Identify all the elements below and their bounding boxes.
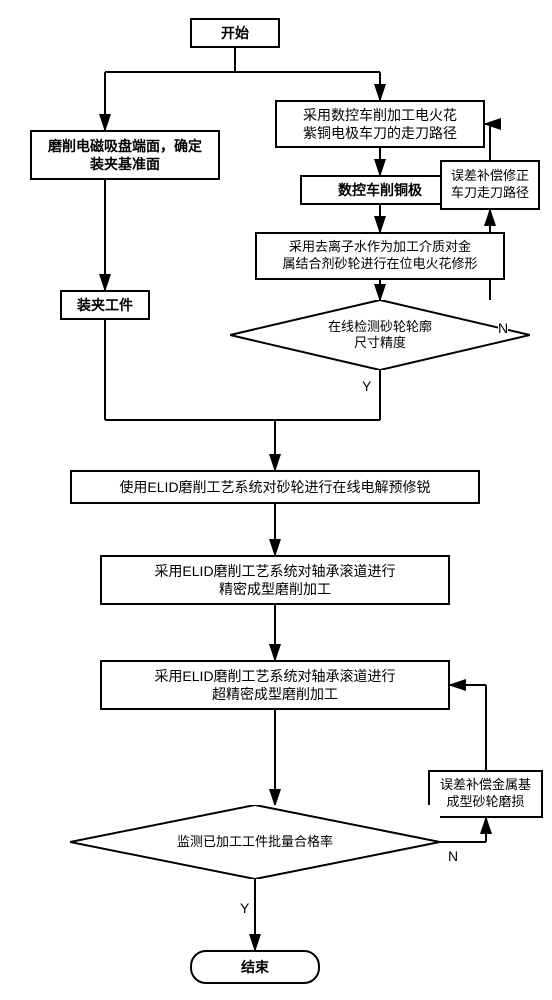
label-n1: N (498, 320, 508, 336)
right2-node: 数控车削铜极 (300, 175, 460, 205)
right-feedback2-node: 误差补偿金属基成型砂轮磨损 (428, 770, 543, 818)
mid3-node: 采用ELID磨削工艺系统对轴承滚道进行超精密成型磨削加工 (100, 660, 450, 710)
decision2-text: 监测已加工工件批量合格率 (70, 805, 440, 879)
end-node: 结束 (190, 950, 320, 984)
start-node: 开始 (190, 18, 280, 48)
mid1-node: 使用ELID磨削工艺系统对砂轮进行在线电解预修锐 (70, 470, 480, 504)
label-y1: Y (362, 378, 371, 394)
right1-node: 采用数控车削加工电火花紫铜电极车刀的走刀路径 (275, 100, 485, 148)
decision2-node: 监测已加工工件批量合格率 (70, 805, 440, 879)
left1-node: 磨削电磁吸盘端面，确定装夹基准面 (30, 130, 220, 180)
label-n2: N (448, 848, 458, 864)
decision1-node: 在线检测砂轮轮廓尺寸精度 (230, 300, 530, 370)
left2-node: 装夹工件 (60, 290, 150, 320)
mid2-node: 采用ELID磨削工艺系统对轴承滚道进行精密成型磨削加工 (100, 555, 450, 605)
right-feedback-node: 误差补偿修正车刀走刀路径 (440, 160, 540, 210)
right3-node: 采用去离子水作为加工介质对金属结合剂砂轮进行在位电火花修形 (255, 232, 505, 280)
decision1-text: 在线检测砂轮轮廓尺寸精度 (230, 300, 530, 370)
label-y2: Y (240, 900, 249, 916)
